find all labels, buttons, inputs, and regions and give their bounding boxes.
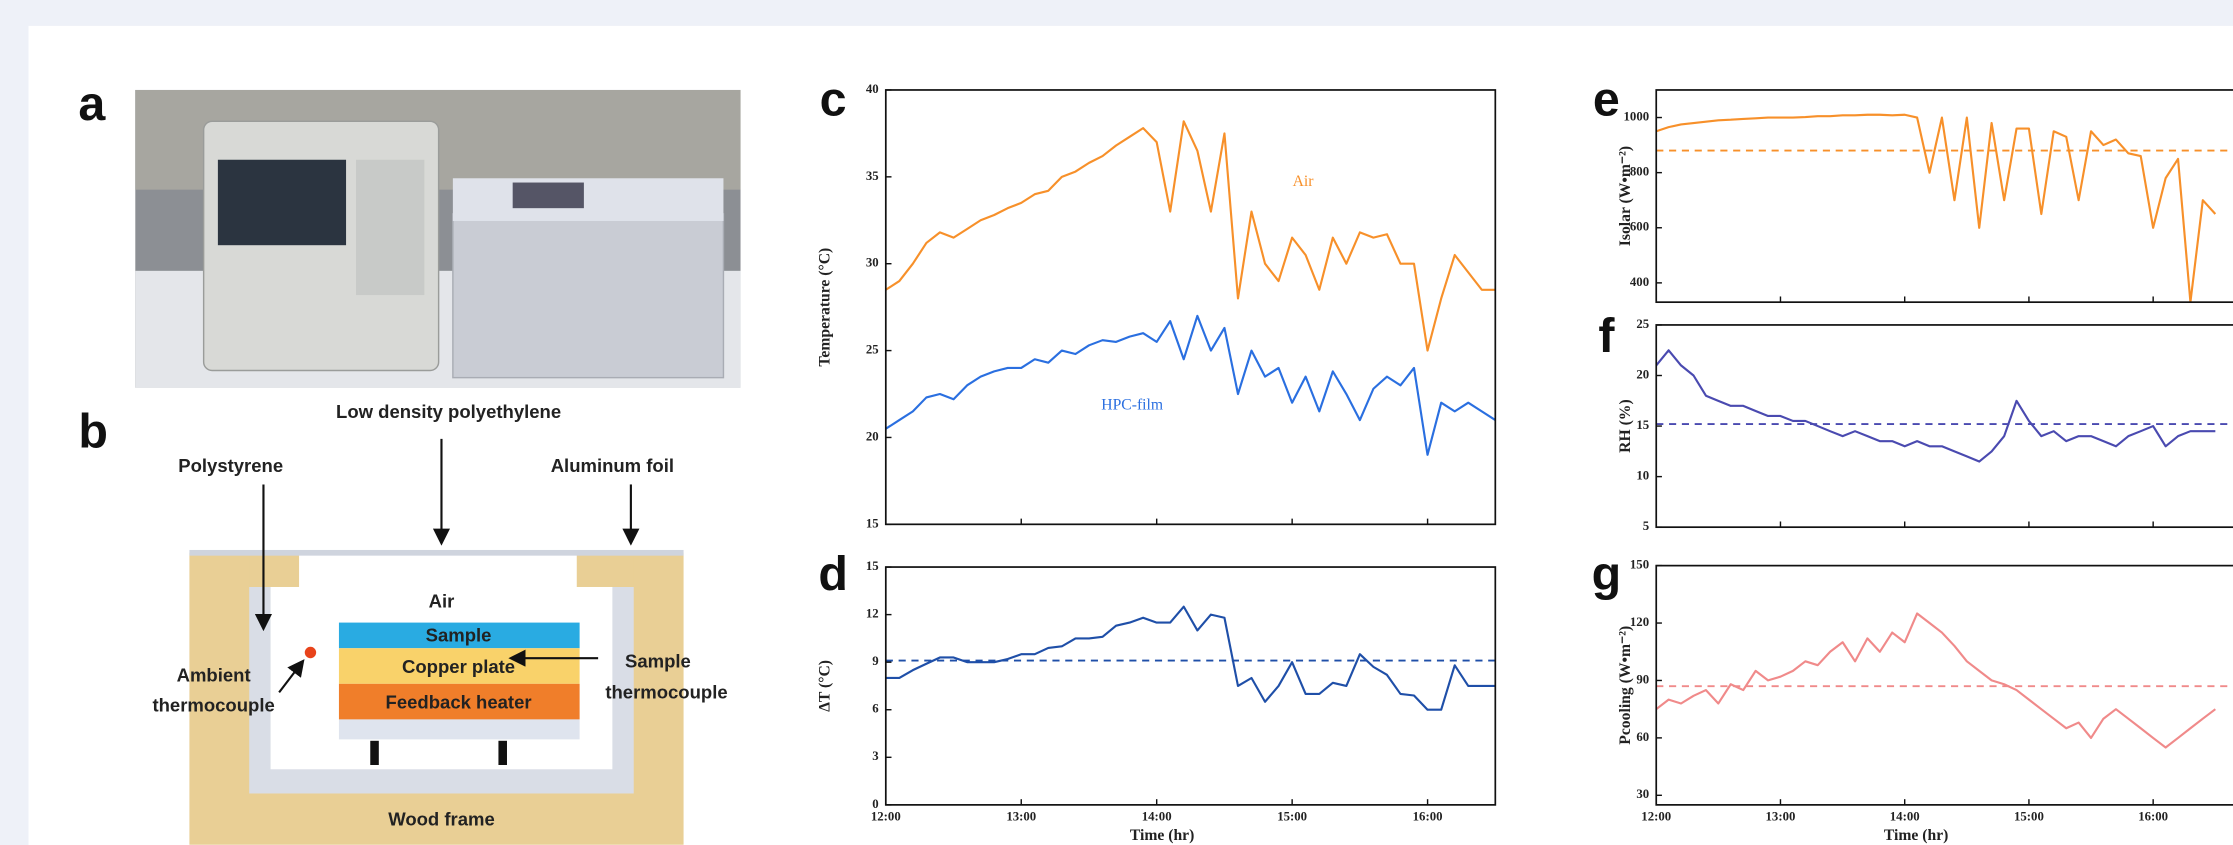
data-line (1656, 349, 2216, 463)
y-tick-label: 20 (866, 429, 879, 443)
x-axis-label: Time (hr) (1884, 827, 1948, 844)
y-tick-label: 25 (1636, 317, 1649, 331)
diagram-label: Copper plate (402, 656, 515, 677)
plot-frame (884, 566, 1497, 806)
y-tick-label: 1000 (1624, 109, 1650, 123)
diagram-label: thermocouple (152, 695, 274, 716)
x-tick-label: 12:00 (871, 810, 901, 824)
x-tick-label: 13:00 (1766, 810, 1796, 824)
y-tick-label: 90 (1636, 672, 1649, 686)
x-tick-label: 16:00 (2138, 810, 2168, 824)
y-tick-label: 6 (872, 702, 879, 716)
diagram-label: Sample (426, 625, 492, 646)
panel-letter: d (818, 547, 848, 601)
panel-letter: a (78, 77, 106, 131)
y-axis-label: Pcooling (W•m⁻²) (1617, 626, 1634, 745)
y-axis-label: RH (%) (1617, 399, 1634, 452)
y-tick-label: 30 (1636, 787, 1649, 801)
diagram-label: Feedback heater (386, 692, 532, 713)
photo (135, 89, 741, 388)
x-tick-label: 15:00 (1277, 810, 1307, 824)
y-tick-label: 25 (866, 343, 879, 357)
data-line (1656, 113, 2217, 303)
y-axis-label: Temperature (°C) (817, 248, 834, 367)
plot-frame (884, 89, 1497, 526)
diagram-label: Wood frame (388, 808, 495, 829)
x-tick-label: 14:00 (1142, 810, 1172, 824)
data-line (1656, 612, 2216, 749)
diagram-label: Low density polyethylene (336, 401, 561, 422)
y-tick-label: 12 (866, 607, 879, 621)
series-annotation: HPC-film (1101, 397, 1163, 414)
panel-letter: e (1593, 73, 1620, 127)
plot-frame (1655, 89, 2233, 304)
plot-frame (1655, 564, 2233, 806)
x-tick-label: 14:00 (1890, 810, 1920, 824)
panel-letter: g (1592, 547, 1622, 601)
diagram-label: thermocouple (605, 682, 727, 703)
diagram-label: Ambient (177, 665, 251, 686)
y-tick-label: 35 (866, 169, 879, 183)
y-tick-label: 400 (1630, 275, 1649, 289)
y-tick-label: 800 (1630, 165, 1649, 179)
series-annotation: Air (1293, 173, 1315, 190)
x-tick-label: 12:00 (1641, 810, 1671, 824)
y-tick-label: 15 (1636, 418, 1649, 432)
y-tick-label: 20 (1636, 367, 1649, 381)
y-tick-label: 5 (1643, 519, 1649, 533)
x-tick-label: 15:00 (2014, 810, 2044, 824)
panel-letter: f (1598, 309, 1615, 363)
y-tick-label: 10 (1636, 469, 1649, 483)
y-axis-label: ΔT (°C) (817, 660, 834, 712)
y-tick-label: 9 (872, 654, 878, 668)
y-tick-label: 3 (872, 749, 878, 763)
data-line (885, 314, 1496, 456)
panel-letter: b (78, 404, 108, 458)
diagram-label: Aluminum foil (551, 455, 674, 476)
diagram-label: Polystyrene (178, 455, 283, 476)
y-tick-label: 15 (866, 516, 879, 530)
y-tick-label: 30 (866, 256, 879, 270)
diagram-label: Sample (625, 650, 691, 671)
y-tick-label: 15 (866, 559, 879, 573)
x-tick-label: 13:00 (1006, 810, 1036, 824)
y-tick-label: 150 (1630, 558, 1649, 572)
x-tick-label: 16:00 (1413, 810, 1443, 824)
plot-frame (1655, 324, 2233, 529)
panel-letter: c (820, 73, 847, 127)
y-tick-label: 600 (1630, 220, 1649, 234)
y-tick-label: 120 (1630, 615, 1649, 629)
schematic (189, 438, 684, 845)
y-tick-label: 60 (1636, 730, 1649, 744)
y-tick-label: 0 (872, 797, 878, 811)
y-tick-label: 40 (866, 82, 879, 96)
data-line (885, 605, 1496, 711)
x-axis-label: Time (hr) (1130, 827, 1195, 844)
diagram-label: Air (429, 591, 455, 612)
y-axis-label: Isolar (W•m⁻²) (1617, 146, 1634, 246)
data-line (885, 120, 1496, 352)
